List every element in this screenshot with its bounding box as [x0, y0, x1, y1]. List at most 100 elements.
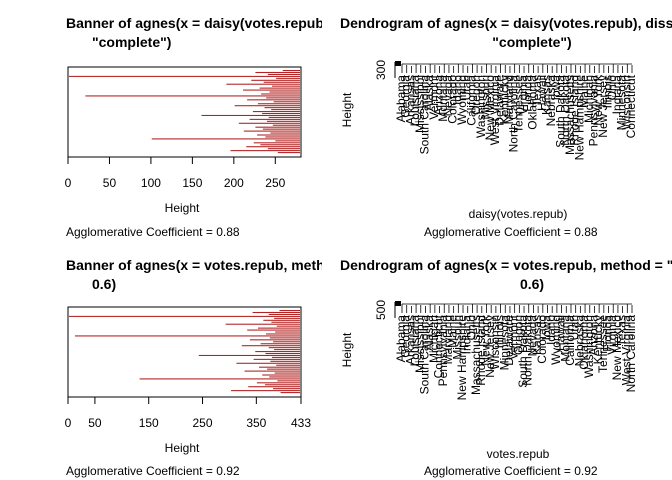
dendrogram-leaf-label: Texas — [530, 75, 544, 106]
banner-x-tick-label: 250 — [193, 416, 213, 430]
dendrogram-leaf-label: Kansas — [530, 315, 544, 355]
banner-bar — [271, 356, 300, 358]
dendrogram-leaf-label: California — [464, 75, 478, 126]
dendrogram-leaf-label: Alaska — [422, 315, 436, 351]
banner-bar — [259, 366, 300, 368]
banner-bar — [280, 392, 300, 394]
banner-bar — [255, 126, 300, 128]
dendrogram-leaf-label: Idaho — [544, 315, 558, 345]
banner-bar — [236, 362, 300, 364]
dendrogram-leaf-label: Mississippi — [413, 75, 427, 133]
banner-bar — [282, 70, 300, 72]
dendrogram-leaf-label: Minnesota — [497, 315, 511, 371]
banner-bar — [266, 97, 300, 99]
banner-bar — [261, 93, 300, 95]
banner-bar — [248, 386, 300, 388]
dendrogram-leaf-label: Arizona — [432, 75, 446, 116]
banner-bar — [246, 146, 300, 148]
banner-bar — [249, 339, 300, 341]
dendrogram-leaf-label: Missouri — [450, 315, 464, 360]
dendrogram-y-label: Height — [340, 332, 354, 367]
agglomerative-coefficient: Agglomerative Coefficient = 0.92 — [66, 464, 240, 478]
banner-bar — [268, 116, 300, 118]
banner-title-line2: "complete") — [92, 34, 171, 50]
banner-bar — [260, 144, 300, 146]
banner-x-tick-label: 0 — [65, 416, 72, 430]
banner-bar — [279, 310, 300, 312]
banner-bar — [257, 103, 300, 105]
dendrogram-leaf-label: Iowa — [540, 315, 554, 341]
banner-bar — [252, 311, 300, 314]
dendrogram-leaf-label: Louisiana — [408, 75, 422, 127]
dendrogram-leaf-label: Maryland — [502, 75, 516, 124]
banner-bar — [256, 382, 300, 384]
dendrogram-leaf-label: Maryland — [441, 315, 455, 364]
banner-bar — [265, 352, 300, 355]
banner-title-line2: 0.6) — [92, 276, 116, 292]
banner-x-tick-label: 100 — [141, 176, 161, 190]
banner-bar — [262, 128, 300, 130]
dendrogram-leaf-label: Oklahoma — [577, 315, 591, 370]
dendrogram-leaf-label: Arkansas — [403, 75, 417, 125]
dendrogram-leaf-label: Tennessee — [596, 315, 610, 373]
banner-bar — [267, 148, 300, 150]
dendrogram-leaf-label: Florida — [601, 315, 615, 352]
banner-panel-top: Banner of agnes(x = daisy(votes.repub), … — [65, 15, 489, 239]
dendrogram-leaf-label: Washington — [582, 315, 596, 378]
dendrogram-leaf-label: Massachusetts — [563, 75, 577, 155]
agglomerative-coefficient: Agglomerative Coefficient = 0.88 — [424, 225, 598, 239]
banner-bar — [264, 384, 300, 386]
banner-bar — [230, 150, 300, 152]
banner-bar — [267, 120, 300, 122]
banner-x-tick-label: 250 — [265, 176, 285, 190]
banner-bar — [276, 325, 300, 327]
dendrogram-leaf-label: Alaska — [422, 75, 436, 111]
banner-bar — [231, 390, 300, 392]
banner-bar — [273, 101, 300, 103]
dendrogram-leaf-label: North Dakota — [521, 315, 535, 386]
dendrogram-leaf-label: Minnesota — [615, 75, 629, 131]
banner-bar — [274, 349, 300, 351]
dendrogram-leaf-label: Arizona — [586, 315, 600, 356]
banner-title-line1: Banner of agnes(x = daisy(votes.repub), … — [66, 15, 489, 31]
banner-panel-bottom: Banner of agnes(x = votes.repub, method … — [65, 257, 515, 478]
dendrogram-leaf-label: Utah — [568, 315, 582, 340]
dendrogram-leaf-label: Maine — [577, 75, 591, 108]
dendrogram-leaf-label: Indiana — [460, 315, 474, 355]
banner-bar — [272, 124, 300, 126]
dendrogram-leaf-label: New York — [478, 314, 492, 366]
banner-bar — [69, 75, 300, 77]
banner-bar — [85, 95, 300, 97]
banner-bars — [69, 310, 300, 394]
banner-bar — [271, 321, 300, 323]
dendrogram-leaf-label: Ohio — [464, 315, 478, 341]
dendrogram-title-line2: 0.6) — [520, 276, 544, 292]
dendrogram-leaf-label: California — [563, 315, 577, 366]
dendrogram-leaf-label: Alabama — [394, 75, 408, 123]
banner-bar — [251, 79, 300, 81]
dendrogram-leaf-label: New Mexico — [483, 75, 497, 141]
banner-bar — [271, 85, 300, 87]
banner-bar — [270, 132, 300, 134]
dendrogram-leaf-label: New Hampshire — [572, 75, 586, 161]
dendrogram-leaf-label: West Virginia — [488, 75, 502, 146]
banner-bar — [270, 360, 300, 362]
dendrogram-leaf-label: Connecticut — [624, 74, 638, 138]
banner-title-line1: Banner of agnes(x = votes.repub, method … — [66, 257, 515, 273]
banner-bar — [277, 152, 300, 154]
dendrogram-leaf-label: Hawaii — [554, 315, 568, 351]
dendrogram-leaf-label: Alabama — [394, 315, 408, 363]
banner-bar — [264, 107, 300, 109]
dendrogram-leaf-label: Wisconsin — [619, 75, 633, 130]
dendrogram-leaf-label: Utah — [460, 75, 474, 100]
banner-bar — [247, 99, 300, 101]
banner-bar — [74, 335, 300, 337]
dendrogram-leaf-label: North Dakota — [558, 75, 572, 146]
dendrogram-leaf-label: Nebraska — [544, 75, 558, 127]
dendrogram-leaf-label: Nevada — [441, 75, 455, 117]
banner-bar — [267, 368, 300, 370]
banner-bar — [271, 109, 300, 111]
dendrogram-leaf-label: Louisiana — [408, 315, 422, 367]
dendrogram-leaf-label: Virginia — [605, 315, 619, 355]
